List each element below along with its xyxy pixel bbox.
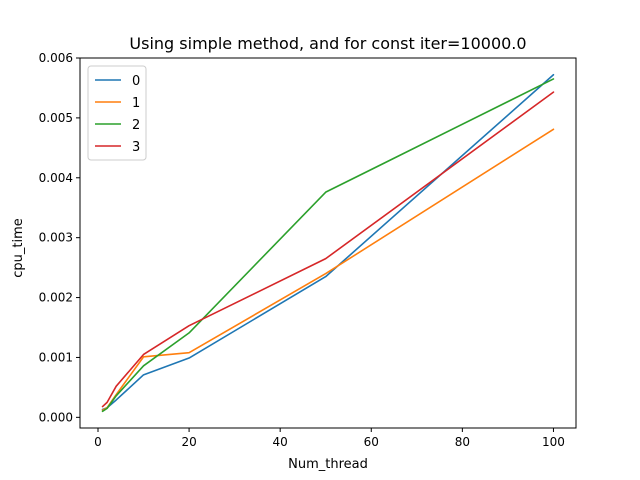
axes-frame [79,57,577,429]
y-tick-label: 0.003 [39,231,73,245]
chart-title: Using simple method, and for const iter=… [129,34,526,53]
x-axis-label: Num_thread [288,457,368,472]
y-tick-label: 0.004 [39,171,73,185]
plot-area [101,73,555,413]
x-tick-label: 0 [94,435,102,449]
y-tick-label: 0.000 [39,410,73,424]
y-tick-label: 0.006 [39,51,73,65]
legend-label-0: 0 [132,74,140,89]
y-axis-label: cpu_time [11,218,26,278]
y-tick-label: 0.002 [39,291,73,305]
legend-label-1: 1 [132,96,140,111]
y-tick-label: 0.001 [39,350,73,364]
x-tick-label: 60 [364,435,379,449]
x-tick-label: 20 [181,435,196,449]
series-line-3 [101,91,555,408]
x-tick-label: 100 [542,435,565,449]
x-axis-ticks: 0 20 40 60 80 100 [94,428,565,449]
legend-box [87,65,147,161]
y-axis-ticks: 0.000 0.001 0.002 0.003 0.004 0.005 0.006 [39,51,80,424]
series-line-2 [101,78,555,413]
legend-label-3: 3 [132,140,140,155]
x-tick-label: 40 [273,435,288,449]
x-tick-label: 80 [455,435,470,449]
legend-label-2: 2 [132,118,140,133]
legend: 0 1 2 3 [87,65,147,161]
y-tick-label: 0.005 [39,111,73,125]
